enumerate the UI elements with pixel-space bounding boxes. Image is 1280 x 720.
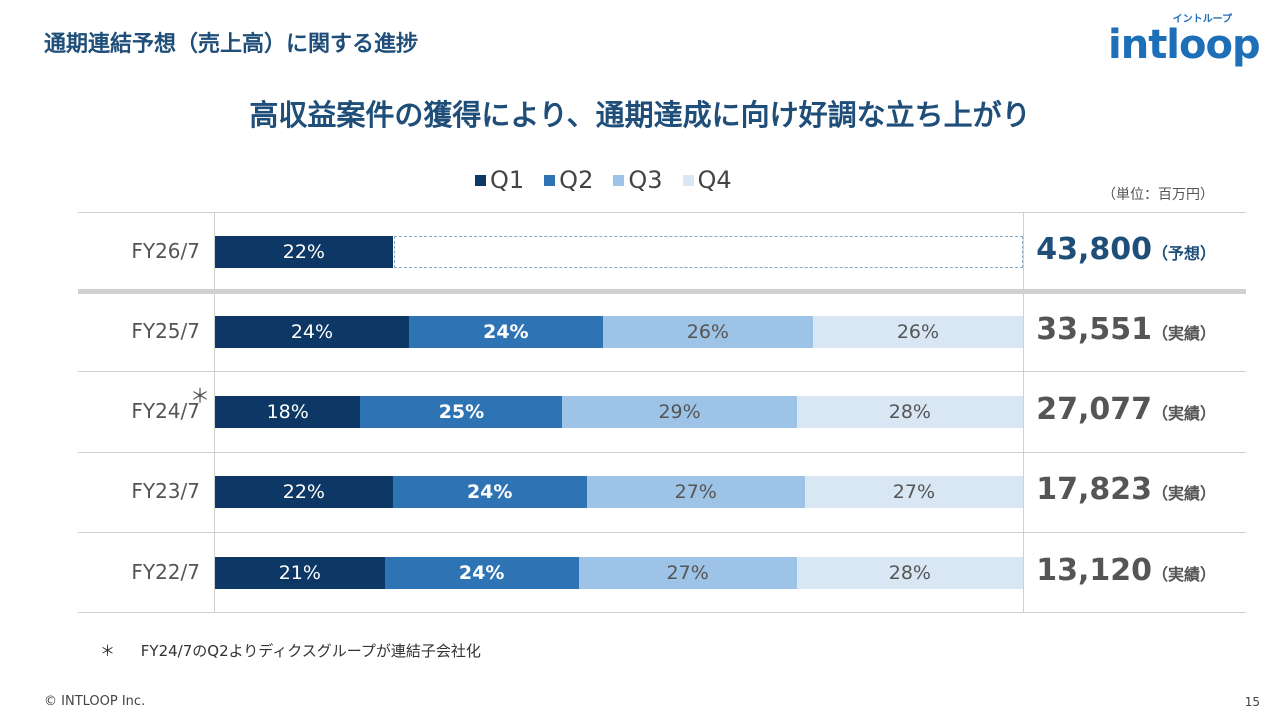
page-number: 15 <box>1244 695 1260 709</box>
grid-line <box>78 612 1246 613</box>
legend-item-q2: Q2 <box>544 166 593 194</box>
logo-kana: イントループ <box>1172 14 1232 25</box>
row-total: 43,800（予想） <box>1036 232 1216 267</box>
grid-line <box>78 452 1246 453</box>
bar-segment-q4: 28% <box>796 557 1023 589</box>
legend-item-q1: Q1 <box>475 166 524 194</box>
total-suffix: （予想） <box>1151 244 1216 263</box>
unit-label: （単位：百万円） <box>1102 187 1214 203</box>
total-suffix: （実績） <box>1151 324 1216 343</box>
headline: 高収益案件の獲得により、通期達成に向け好調な立ち上がり <box>249 98 1031 132</box>
chart-legend: Q1 Q2 Q3 Q4 <box>475 165 732 195</box>
intloop-logo: イントループ intloop <box>1108 10 1261 70</box>
grid-line <box>78 289 1246 294</box>
bar-segment-q4: 26% <box>812 316 1023 348</box>
bar-segment-q1: 18% <box>215 396 361 428</box>
bar-segment-q1: 22% <box>215 476 393 508</box>
copyright: © INTLOOP Inc. <box>44 694 146 709</box>
legend-label-q2: Q2 <box>559 166 594 194</box>
row-label: FY26/7 <box>131 239 200 263</box>
legend-swatch-q4 <box>682 174 694 186</box>
legend-item-q4: Q4 <box>682 166 732 194</box>
fy24-note-mark: ＊ <box>190 384 210 408</box>
row-total: 27,077（実績） <box>1036 392 1216 427</box>
grid-line <box>78 212 1246 213</box>
bar-segment-q4: 27% <box>804 476 1023 508</box>
bar-segment-q3: 29% <box>562 396 797 428</box>
bar-segment-q3: 27% <box>586 476 805 508</box>
total-value: 27,077 <box>1036 392 1152 427</box>
bar-segment-q3: 27% <box>578 557 797 589</box>
row-label: FY24/7 <box>131 399 200 423</box>
legend-swatch-q3 <box>613 174 625 186</box>
grid-line <box>1023 212 1024 612</box>
logo-word: intloop <box>1108 22 1261 68</box>
legend-item-q3: Q3 <box>613 166 663 194</box>
row-label: FY25/7 <box>131 319 200 343</box>
row-label: FY22/7 <box>131 560 200 584</box>
bar-segment-q2: 24% <box>408 316 603 348</box>
bar-segment-q3: 26% <box>602 316 813 348</box>
footnote-mark: ＊ <box>100 642 116 660</box>
legend-label-q1: Q1 <box>490 166 525 194</box>
bar-segment-q2: 25% <box>360 396 563 428</box>
total-value: 33,551 <box>1036 312 1152 347</box>
grid-line <box>78 532 1246 533</box>
page-title: 通期連結予想（売上高）に関する進捗 <box>44 32 419 57</box>
legend-label-q3: Q3 <box>628 166 663 194</box>
total-value: 13,120 <box>1036 553 1152 588</box>
legend-swatch-q2 <box>544 174 556 186</box>
row-total: 17,823（実績） <box>1036 472 1216 507</box>
legend-label-q4: Q4 <box>697 166 732 194</box>
grid-line <box>214 212 215 612</box>
bar-segment-q2: 24% <box>392 476 587 508</box>
total-value: 17,823 <box>1036 472 1152 507</box>
legend-swatch-q1 <box>475 174 486 186</box>
footnote: ＊ FY24/7のQ2よりディクスグループが連結子会社化 <box>100 640 481 661</box>
bar-segment-q1: 21% <box>215 557 385 589</box>
row-total: 33,551（実績） <box>1036 312 1216 347</box>
total-suffix: （実績） <box>1151 484 1216 503</box>
total-suffix: （実績） <box>1151 404 1216 423</box>
grid-line <box>78 371 1246 372</box>
row-total: 13,120（実績） <box>1036 553 1216 588</box>
total-value: 43,800 <box>1036 232 1152 267</box>
forecast-remainder <box>393 236 1023 268</box>
total-suffix: （実績） <box>1151 565 1216 584</box>
footnote-text: FY24/7のQ2よりディクスグループが連結子会社化 <box>140 642 481 660</box>
bar-segment-q2: 24% <box>384 557 579 589</box>
bar-segment-q4: 28% <box>796 396 1023 428</box>
bar-segment-q1: 22% <box>215 236 393 268</box>
bar-segment-q1: 24% <box>215 316 409 348</box>
row-label: FY23/7 <box>131 479 200 503</box>
